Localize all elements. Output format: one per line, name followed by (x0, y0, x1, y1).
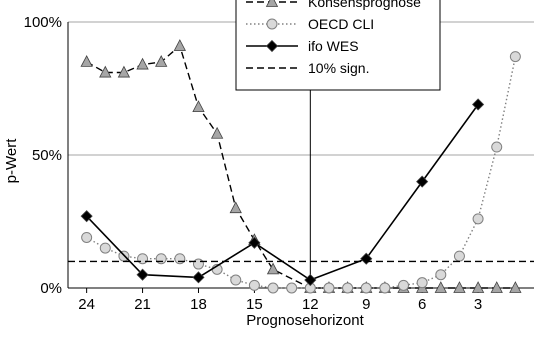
data-point (248, 236, 261, 249)
x-tick-label: 9 (362, 296, 370, 313)
data-point (137, 253, 149, 265)
data-point (342, 282, 354, 294)
series-layer (68, 39, 534, 294)
data-point (155, 55, 168, 67)
y-tick-label: 50% (32, 147, 62, 164)
tick-labels: 0% 50% 100% 24 21 18 15 12 9 6 3 (24, 14, 483, 313)
data-point (155, 253, 167, 265)
data-point (304, 273, 317, 287)
data-point (453, 281, 466, 293)
data-point (471, 281, 485, 293)
data-point (173, 39, 187, 51)
legend-label: ifo WES (308, 38, 359, 54)
data-point (229, 201, 242, 214)
data-point (360, 252, 373, 265)
data-point (266, 262, 280, 275)
x-tick-label: 18 (190, 296, 207, 313)
legend-marker (265, 39, 279, 53)
data-point (267, 282, 279, 294)
data-point (435, 269, 447, 281)
legend-marker (265, 0, 279, 7)
data-point (192, 100, 205, 113)
legend-item: 10% sign. (246, 60, 369, 76)
x-tick-label: 3 (474, 296, 482, 313)
x-tick-label: 12 (302, 296, 319, 313)
legend: Konsensprognose OECD CLI ifo WES 10% sign. (235, 0, 441, 91)
data-point (99, 242, 111, 254)
data-point (81, 231, 93, 243)
data-point (286, 282, 298, 294)
x-axis-title: Prognosehorizont (246, 312, 364, 329)
data-point (80, 210, 93, 223)
legend-label: 10% sign. (308, 60, 369, 76)
data-point (472, 213, 484, 225)
data-point (192, 258, 204, 270)
data-point (230, 274, 242, 286)
data-point (136, 57, 149, 70)
legend-item: OECD CLI (246, 16, 374, 32)
data-point (398, 279, 410, 291)
series-line (86, 56, 517, 289)
data-point (210, 126, 224, 139)
legend-item: ifo WES (246, 38, 359, 54)
data-point (80, 55, 93, 67)
data-point (136, 268, 149, 281)
data-point (117, 65, 131, 78)
y-axis-title: p-Wert (3, 138, 20, 184)
legend-label: Konsensprognose (308, 0, 421, 10)
data-point (416, 277, 428, 289)
series-line (86, 104, 479, 281)
data-point (434, 281, 447, 293)
y-tick-label: 0% (40, 280, 62, 297)
data-point (99, 65, 112, 78)
legend-marker (266, 18, 278, 30)
legend-label: OECD CLI (308, 16, 374, 32)
data-point (174, 253, 186, 265)
data-point (379, 282, 391, 294)
data-point (192, 271, 205, 284)
data-point (509, 281, 522, 293)
y-tick-label: 100% (24, 14, 62, 31)
data-point (323, 282, 335, 294)
legend-item: Konsensprognose (246, 0, 421, 10)
data-point (509, 51, 521, 63)
data-point (360, 282, 372, 294)
x-tick-label: 6 (418, 296, 426, 313)
x-tick-label: 15 (246, 296, 263, 313)
x-tick-label: 21 (134, 296, 151, 313)
data-point (491, 141, 503, 153)
data-point (472, 98, 485, 111)
data-point (416, 175, 429, 188)
data-point (248, 279, 260, 291)
data-point (453, 250, 465, 262)
x-tick-label: 24 (78, 296, 95, 313)
data-point (490, 281, 503, 293)
